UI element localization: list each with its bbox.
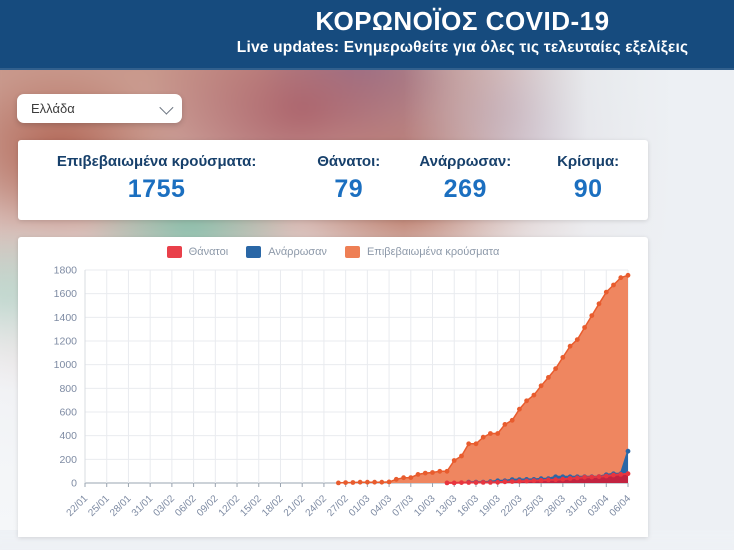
svg-text:27/02: 27/02 (325, 493, 351, 519)
legend-label-confirmed: Επιβεβαιωμένα κρούσματα (366, 246, 500, 258)
svg-text:06/02: 06/02 (173, 493, 199, 519)
stat-recovered-value: 269 (443, 175, 487, 203)
country-select[interactable]: Ελλάδα (17, 94, 182, 123)
svg-text:10/03: 10/03 (412, 493, 438, 519)
legend-label-recovered: Ανάρρωσαν (268, 246, 327, 258)
stat-confirmed: Επιβεβαιωμένα κρούσματα: 1755 (18, 153, 295, 204)
svg-text:400: 400 (59, 430, 77, 442)
header-bar: ΚΟΡΩΝΟΪΟΣ COVID-19 Live updates: Ενημερω… (0, 0, 734, 70)
svg-text:31/03: 31/03 (564, 493, 590, 519)
deaths-swatch-icon (166, 246, 182, 258)
svg-text:13/03: 13/03 (434, 493, 460, 519)
legend-label-deaths: Θάνατοι (188, 246, 229, 258)
stat-critical-value: 90 (573, 175, 603, 203)
legend-item-deaths[interactable]: Θάνατοι (166, 246, 229, 258)
svg-text:600: 600 (59, 407, 77, 419)
svg-text:21/02: 21/02 (282, 493, 308, 519)
svg-text:19/03: 19/03 (477, 493, 503, 519)
svg-text:01/03: 01/03 (347, 493, 373, 519)
svg-text:28/03: 28/03 (542, 493, 568, 519)
svg-text:16/03: 16/03 (456, 493, 482, 519)
stat-confirmed-value: 1755 (127, 175, 186, 203)
svg-text:1200: 1200 (54, 336, 78, 348)
svg-text:12/02: 12/02 (217, 493, 243, 519)
svg-text:25/01: 25/01 (86, 493, 112, 519)
svg-text:22/01: 22/01 (65, 493, 91, 519)
stat-recovered-label: Ανάρρωσαν: (419, 153, 512, 170)
svg-text:15/02: 15/02 (238, 493, 264, 519)
svg-text:28/01: 28/01 (108, 493, 134, 519)
chart-card: Θάνατοι Ανάρρωσαν Επιβεβαιωμένα κρούσματ… (18, 237, 648, 537)
svg-text:18/02: 18/02 (260, 493, 286, 519)
legend-item-recovered[interactable]: Ανάρρωσαν (246, 246, 327, 258)
svg-text:1000: 1000 (54, 359, 78, 371)
svg-text:24/02: 24/02 (304, 493, 330, 519)
stat-deaths-value: 79 (334, 175, 364, 203)
svg-text:25/03: 25/03 (521, 493, 547, 519)
svg-text:1600: 1600 (54, 288, 78, 300)
page-title: ΚΟΡΩΝΟΪΟΣ COVID-19 (315, 6, 610, 36)
svg-text:22/03: 22/03 (499, 493, 525, 519)
svg-text:200: 200 (59, 454, 77, 466)
svg-text:31/01: 31/01 (130, 493, 156, 519)
page-subtitle: Live updates: Ενημερωθείτε για όλες τις … (236, 39, 689, 56)
svg-text:03/04: 03/04 (586, 493, 612, 519)
svg-text:06/04: 06/04 (608, 493, 634, 519)
svg-text:03/02: 03/02 (152, 493, 178, 519)
covid-timeline-chart: 02004006008001000120014001600180022/0125… (54, 265, 634, 519)
recovered-swatch-icon (246, 246, 262, 258)
country-select-value: Ελλάδα (31, 101, 75, 116)
stat-recovered: Ανάρρωσαν: 269 (402, 153, 528, 204)
stat-deaths-label: Θάνατοι: (317, 153, 381, 170)
stat-critical: Κρίσιμα: 90 (528, 153, 648, 204)
svg-text:1400: 1400 (54, 312, 78, 324)
legend-item-confirmed[interactable]: Επιβεβαιωμένα κρούσματα (344, 246, 500, 258)
svg-text:04/03: 04/03 (369, 493, 395, 519)
stat-deaths: Θάνατοι: 79 (295, 153, 402, 204)
svg-text:1800: 1800 (54, 265, 78, 277)
svg-text:09/02: 09/02 (195, 493, 221, 519)
svg-text:0: 0 (71, 478, 77, 490)
stats-card: Επιβεβαιωμένα κρούσματα: 1755 Θάνατοι: 7… (18, 140, 648, 220)
chart-legend: Θάνατοι Ανάρρωσαν Επιβεβαιωμένα κρούσματ… (18, 246, 648, 258)
svg-text:07/03: 07/03 (390, 493, 416, 519)
confirmed-swatch-icon (344, 246, 360, 258)
stat-confirmed-label: Επιβεβαιωμένα κρούσματα: (56, 153, 257, 170)
chevron-down-icon (159, 100, 174, 115)
stat-critical-label: Κρίσιμα: (557, 153, 620, 170)
svg-text:800: 800 (59, 383, 77, 395)
